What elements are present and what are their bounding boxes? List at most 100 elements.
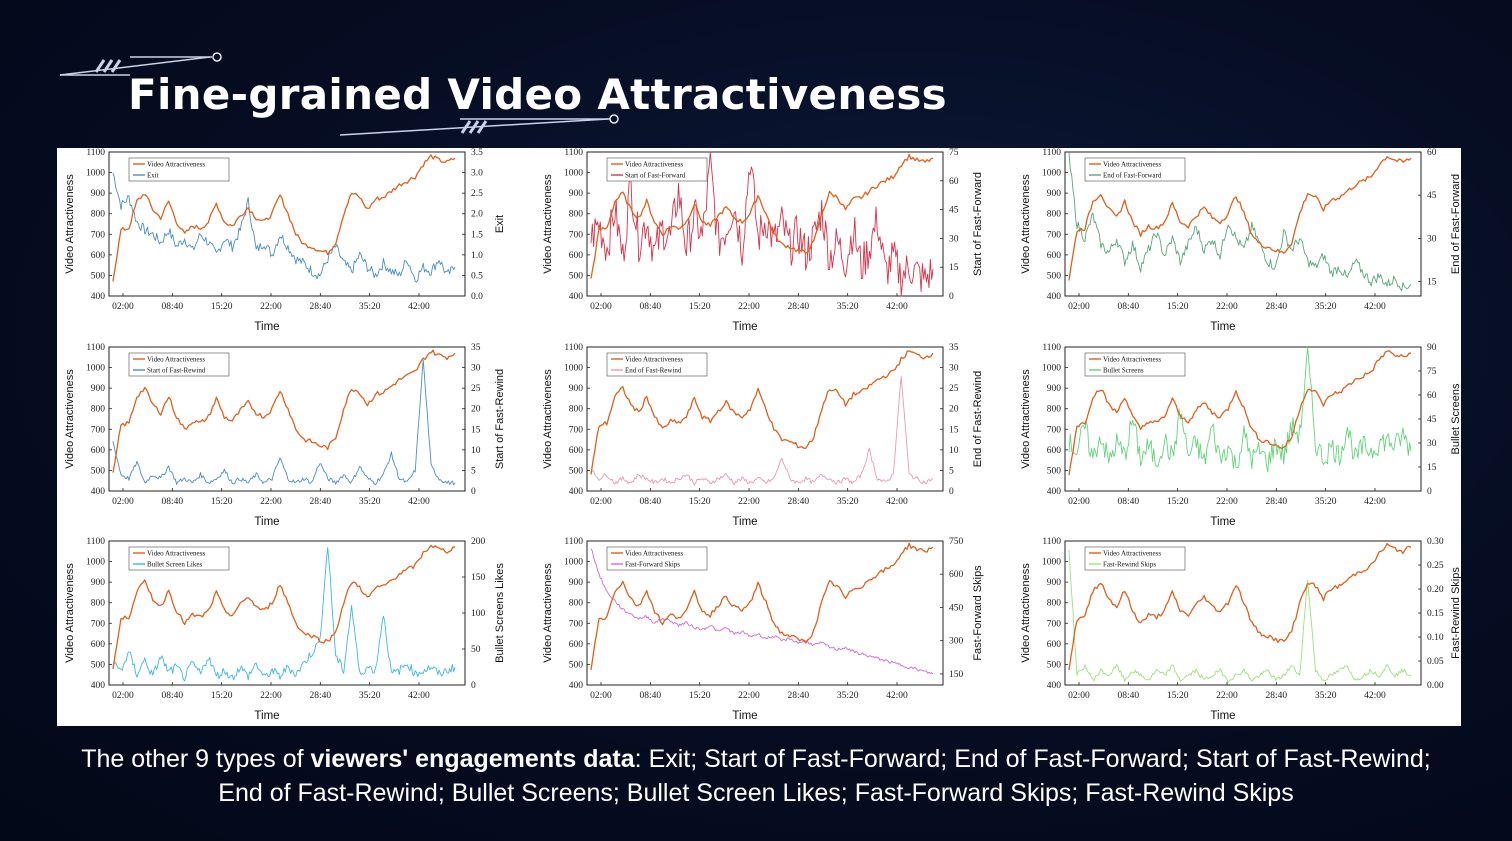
- y2-tick-label: 60: [1427, 391, 1437, 401]
- y2-tick-label: 2.5: [471, 189, 483, 199]
- y2-tick-label: 30: [949, 234, 959, 244]
- y-tick-label: 800: [1047, 405, 1062, 415]
- y2-tick-label: 25: [949, 384, 959, 394]
- x-tick-label: 02:00: [112, 302, 134, 312]
- charts-panel: 400 500 600 700 800 900 1000 1100 0.0 0.5 1.0 1.5 2.…: [57, 148, 1462, 726]
- y2-tick-label: 20: [471, 405, 481, 415]
- y2-tick-label: 0.0: [471, 292, 483, 302]
- y-tick-label: 600: [1047, 446, 1062, 456]
- y-tick-label: 400: [1047, 487, 1062, 497]
- y2-tick-label: 30: [471, 364, 481, 374]
- y-tick-label: 600: [91, 251, 106, 261]
- y-tick-label: 800: [91, 405, 106, 415]
- y2-tick-label: 0.05: [1427, 657, 1444, 667]
- y2-tick-label: 0: [471, 681, 476, 691]
- x-tick-label: 42:00: [1364, 691, 1386, 701]
- y2-tick-label: 10: [471, 446, 481, 456]
- series-line-attractiveness: [112, 544, 456, 669]
- y-tick-label: 800: [569, 405, 584, 415]
- legend-box: [128, 157, 230, 182]
- y-tick-label: 800: [91, 599, 106, 609]
- x-tick-label: 42:00: [408, 302, 430, 312]
- x-tick-label: 02:00: [590, 497, 612, 507]
- legend: Video Attractiveness Start of Fast-Forwar…: [606, 157, 708, 182]
- y2-tick-label: 0.00: [1427, 681, 1444, 691]
- caption-rest: : Exit; Start of Fast-Forward; End of Fa…: [634, 745, 1431, 773]
- y2-tick-label: 600: [949, 570, 964, 580]
- x-tick-label: 28:40: [788, 691, 810, 701]
- x-tick-label: 15:20: [689, 691, 711, 701]
- y-tick-label: 1000: [564, 364, 583, 374]
- y-tick-label: 900: [91, 384, 106, 394]
- slide-title: Fine-grained Video Attractiveness: [128, 70, 947, 119]
- x-tick-label: 42:00: [1364, 497, 1386, 507]
- y2-tick-label: 150: [949, 670, 964, 680]
- chart-5: 400 500 600 700 800 900 1000 1100 0 5 10 15 20 25 30 35…: [542, 343, 984, 528]
- x-tick-label: 08:40: [162, 497, 184, 507]
- y-tick-label: 900: [569, 384, 584, 394]
- y2-axis-title: Bullet Screens Likes: [494, 563, 506, 663]
- y-tick-label: 600: [91, 446, 106, 456]
- legend-label-attractiveness: Video Attractiveness: [625, 356, 683, 364]
- y-tick-label: 1000: [564, 169, 583, 179]
- y-tick-label: 700: [1047, 425, 1062, 435]
- x-tick-label: 08:40: [162, 302, 184, 312]
- y2-tick-label: 0.10: [1427, 633, 1444, 643]
- x-tick-label: 22:00: [738, 302, 760, 312]
- y2-tick-label: 3.0: [471, 169, 483, 179]
- y-tick-label: 1100: [564, 148, 583, 158]
- y2-tick-label: 15: [1427, 463, 1437, 473]
- x-tick-label: 35:20: [1315, 691, 1337, 701]
- y-axis-title: Video Attractiveness: [1020, 563, 1032, 663]
- y-tick-label: 700: [569, 230, 584, 240]
- x-tick-label: 35:20: [359, 691, 381, 701]
- y2-tick-label: 0: [949, 292, 954, 302]
- y2-tick-label: 0: [471, 487, 476, 497]
- series-line-attractiveness: [112, 154, 456, 282]
- y2-tick-label: 0.5: [471, 271, 483, 281]
- y-tick-label: 1000: [1042, 364, 1061, 374]
- x-tick-label: 35:20: [837, 691, 859, 701]
- legend-box: [1084, 546, 1186, 571]
- y2-tick-label: 35: [471, 343, 481, 353]
- y-axis-title: Video Attractiveness: [64, 174, 76, 274]
- y2-axis-title: Bullet Screens: [1450, 383, 1461, 454]
- y-tick-label: 400: [569, 292, 584, 302]
- chart-2: 400 500 600 700 800 900 1000 1100 0 15 30 45 60 75 02:…: [542, 148, 984, 333]
- x-tick-label: 28:40: [788, 302, 810, 312]
- y2-tick-label: 300: [949, 637, 964, 647]
- plot-frame: [1064, 151, 1422, 297]
- x-tick-label: 28:40: [1266, 691, 1288, 701]
- y-tick-label: 500: [91, 660, 106, 670]
- x-tick-label: 15:20: [211, 302, 233, 312]
- y-tick-label: 1100: [86, 148, 105, 158]
- y-tick-label: 900: [1047, 189, 1062, 199]
- y2-axis-title: End of Fast-Rewind: [972, 371, 984, 468]
- legend-box: [128, 352, 230, 377]
- chart-3: 400 500 600 700 800 900 1000 1100 15 30 45 60 02:00 0…: [1020, 148, 1462, 333]
- y-axis-title: Video Attractiveness: [542, 174, 554, 274]
- x-tick-label: 35:20: [1315, 497, 1337, 507]
- legend-box: [1084, 352, 1186, 377]
- y-tick-label: 500: [569, 660, 584, 670]
- y2-axis-title: Exit: [494, 215, 506, 233]
- y2-axis-title: Fast-Forward Skips: [972, 565, 984, 661]
- y-tick-label: 400: [1047, 681, 1062, 691]
- legend-label-attractiveness: Video Attractiveness: [625, 550, 683, 558]
- legend-label-attractiveness: Video Attractiveness: [1103, 356, 1161, 364]
- x-tick-label: 08:40: [640, 497, 662, 507]
- x-axis-title: Time: [1210, 516, 1235, 528]
- y2-tick-label: 750: [949, 537, 964, 547]
- x-tick-label: 22:00: [738, 691, 760, 701]
- x-axis-title: Time: [732, 321, 757, 333]
- deco-dot-bottom: [609, 114, 619, 124]
- chart-1: 400 500 600 700 800 900 1000 1100 0.0 0.5 1.0 1.5 2.…: [64, 148, 506, 333]
- x-tick-label: 02:00: [112, 691, 134, 701]
- x-tick-label: 15:20: [211, 691, 233, 701]
- x-tick-label: 35:20: [1315, 302, 1337, 312]
- x-tick-label: 35:20: [359, 497, 381, 507]
- x-tick-label: 22:00: [1216, 497, 1238, 507]
- y2-tick-label: 60: [949, 177, 959, 187]
- y-tick-label: 900: [1047, 578, 1062, 588]
